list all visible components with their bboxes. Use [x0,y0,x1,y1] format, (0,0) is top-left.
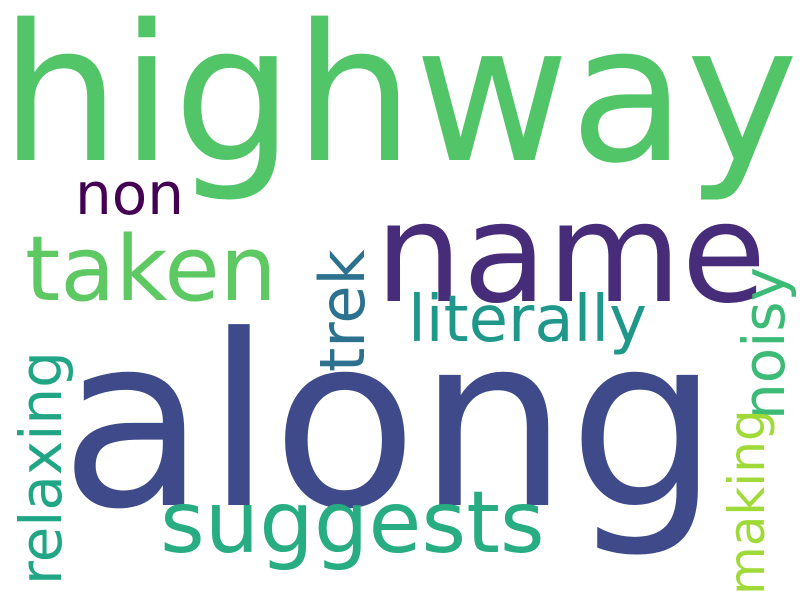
word-literally: literally [408,283,647,357]
word-suggests: suggests [160,473,545,573]
word-name: name [375,173,767,334]
word-taken: taken [25,217,277,322]
word-non: non [75,160,185,228]
word-making: making [718,409,776,595]
word-trek: trek [306,249,379,373]
word-along: along [60,285,720,562]
word-highway: highway [0,0,799,205]
word-noisy: noisy [730,267,798,420]
word-relaxing: relaxing [7,351,75,585]
